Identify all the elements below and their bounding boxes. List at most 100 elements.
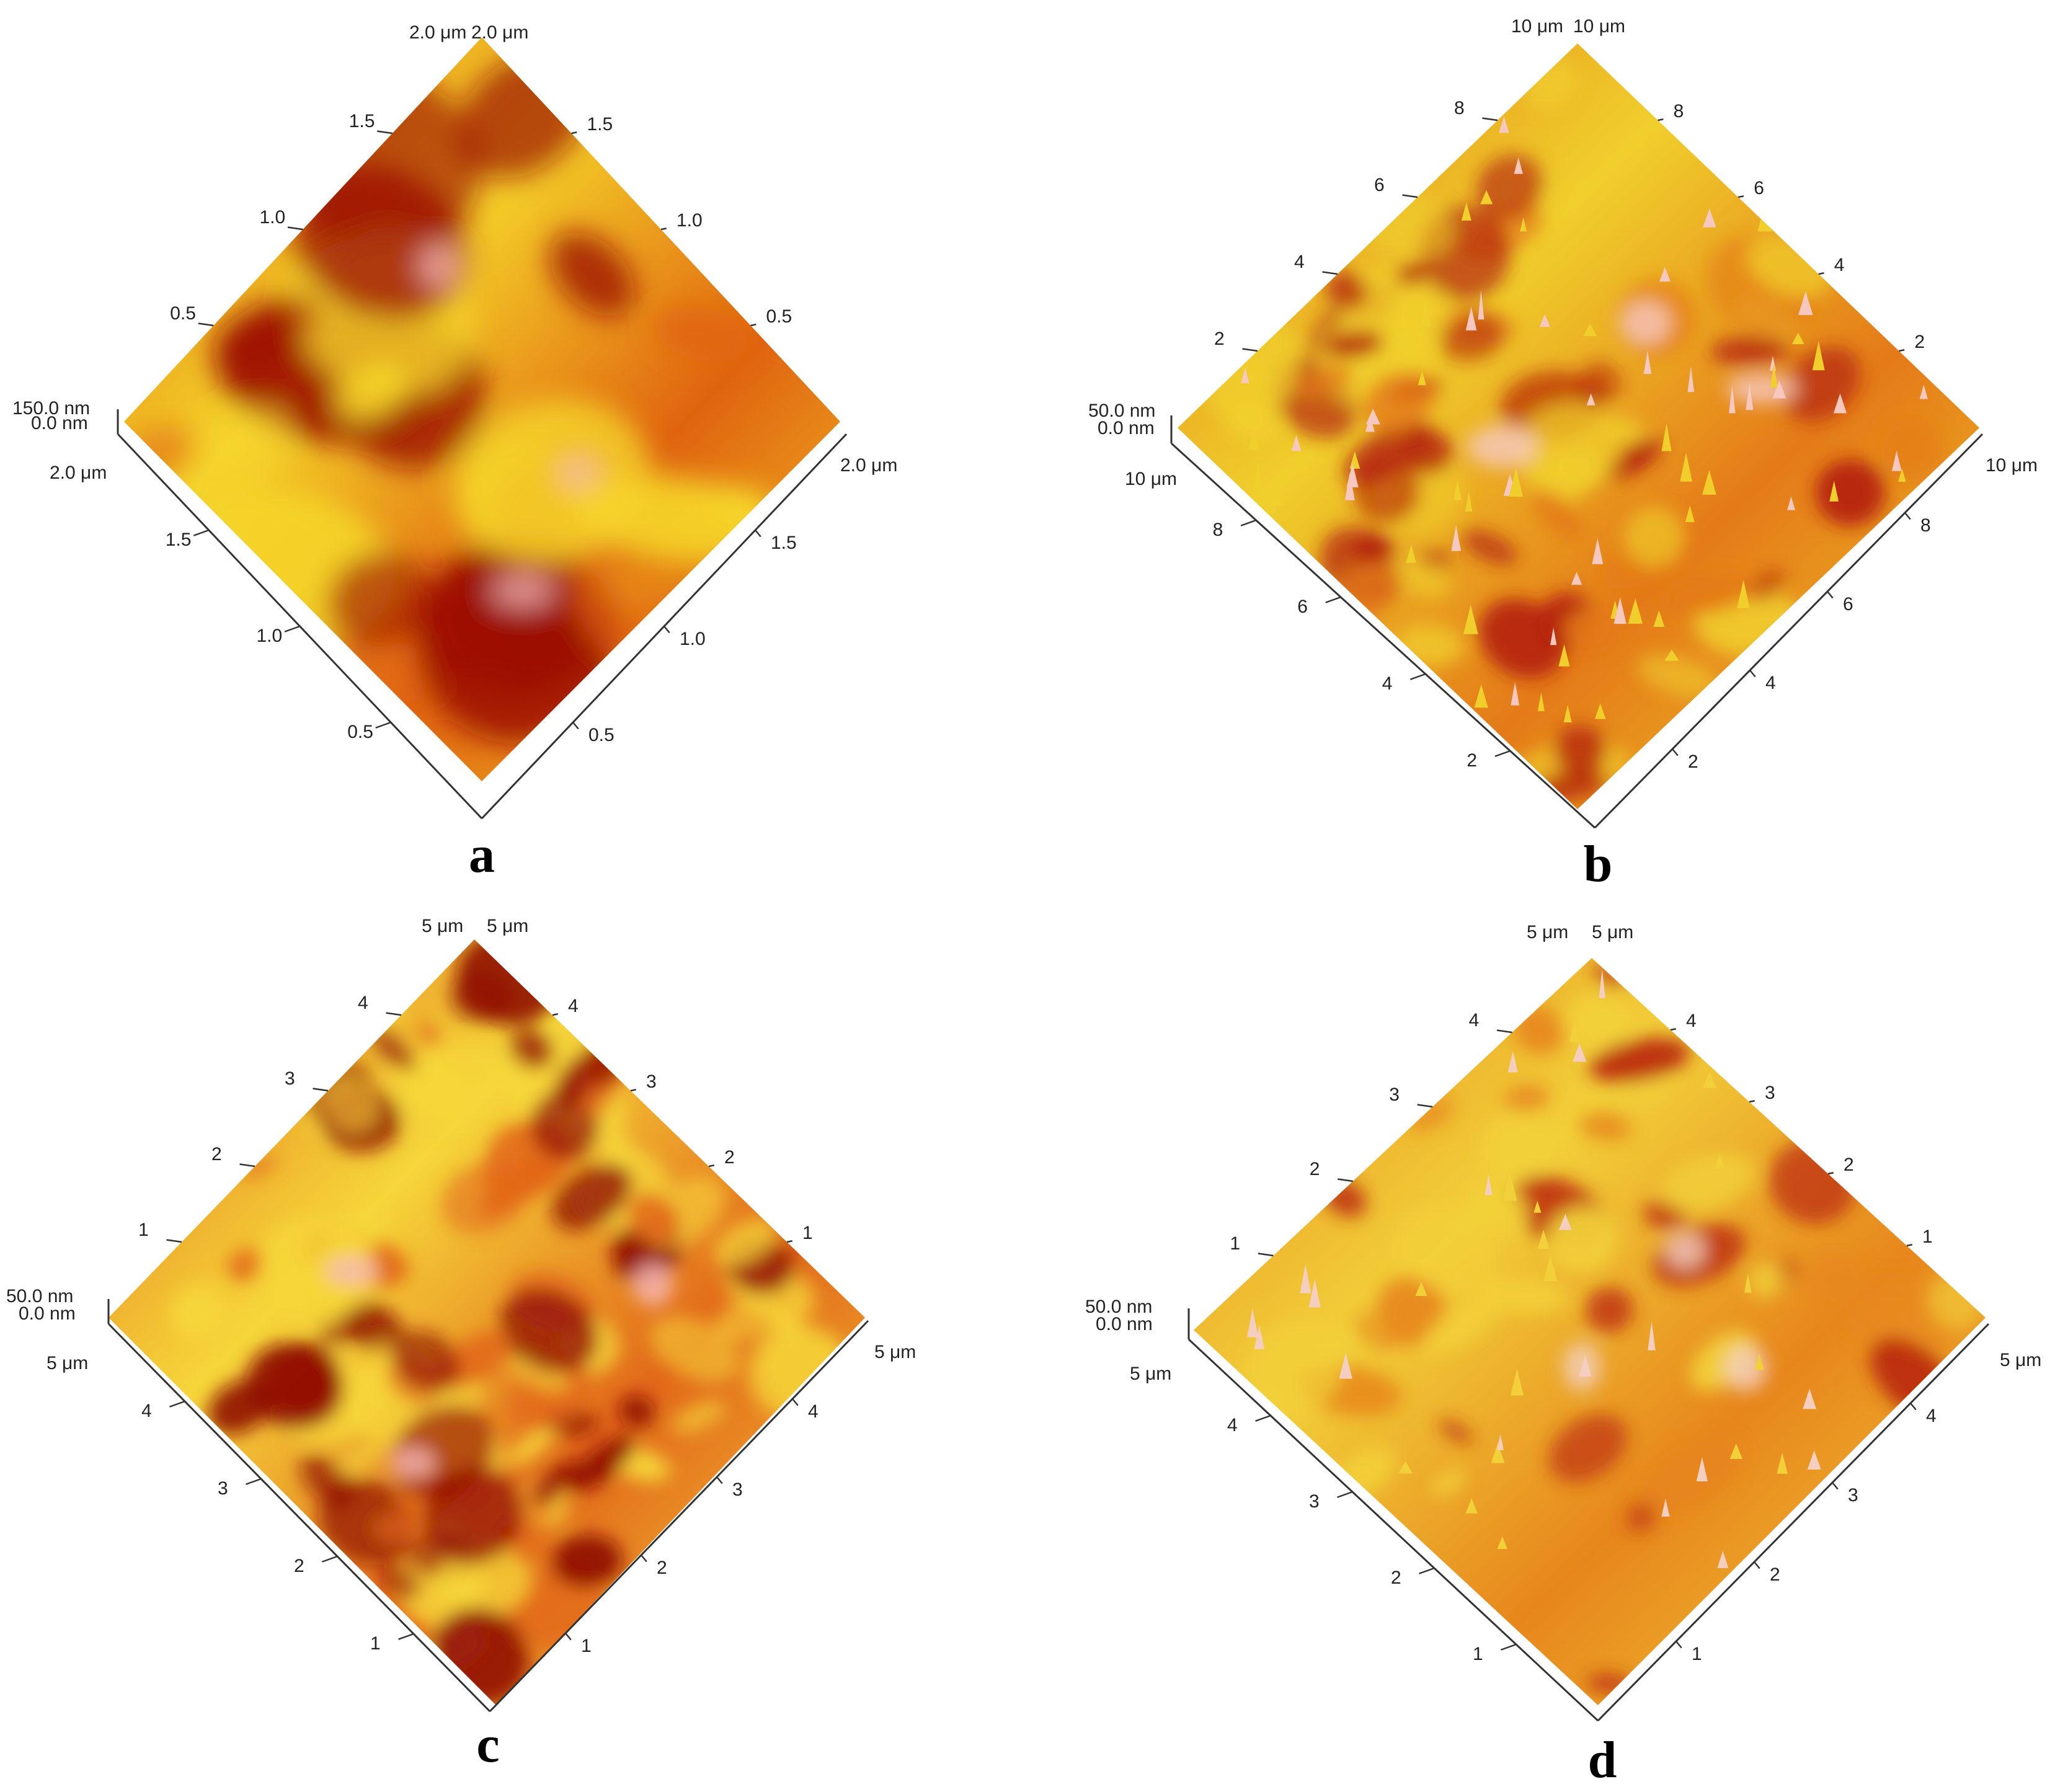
tick-mark — [1419, 1567, 1435, 1574]
right-front-unit: 2.0 μm — [840, 455, 897, 476]
surface-feature — [618, 1395, 655, 1428]
surface-feature — [211, 294, 319, 370]
surface-diamond — [109, 939, 865, 1705]
front-right-axis — [489, 1320, 869, 1713]
tick-label: 0.5 — [766, 306, 792, 327]
tick-mark — [1675, 1641, 1682, 1649]
surface-spike — [1509, 467, 1523, 497]
surface-peak — [419, 244, 459, 288]
surface-spike — [1791, 332, 1804, 344]
tick-mark — [313, 1088, 329, 1092]
tick-label: 1 — [138, 1220, 149, 1240]
surface-spike — [1537, 1230, 1550, 1249]
surface-feature — [1624, 507, 1685, 567]
tick-mark — [641, 1555, 647, 1563]
surface-spike — [1497, 1536, 1508, 1550]
panel-letter-d: d — [1587, 1731, 1617, 1789]
surface-diamond — [1194, 958, 1986, 1705]
tick-mark — [1737, 195, 1744, 198]
surface-spike — [1346, 463, 1359, 487]
surface-peak — [632, 1262, 674, 1306]
tick-label: 2 — [1914, 332, 1925, 352]
surface-feature — [1245, 1320, 1344, 1416]
tick-mark — [755, 530, 761, 538]
tick-mark — [571, 131, 577, 135]
tick-mark — [375, 721, 391, 729]
tick-mark — [239, 1163, 255, 1168]
tick-label: 2 — [1467, 750, 1477, 771]
tick-mark — [1240, 519, 1257, 526]
surface-spike — [1465, 306, 1477, 330]
surface-feature — [327, 552, 434, 648]
tick-label: 1.0 — [260, 207, 286, 228]
surface-feature — [232, 1302, 262, 1327]
surface-feature — [1646, 1438, 1741, 1512]
surface-spike — [1308, 1279, 1321, 1308]
afm-surface-d: 5 μm 5 μm 50.0 nm 0.0 nm 5 μm 5 μm 1 2 3 4 4… — [1085, 922, 2041, 1722]
surface-spike — [1478, 290, 1484, 320]
surface-spike — [1798, 291, 1813, 316]
surface-feature — [1387, 555, 1451, 598]
afm-panel-d: 5 μm 5 μm 50.0 nm 0.0 nm 5 μm 5 μm 1 2 3 4 4… — [1034, 896, 2068, 1792]
surface-spike — [1491, 1442, 1505, 1463]
surface-feature — [367, 1026, 418, 1072]
surface-spike — [1510, 1368, 1524, 1396]
surface-feature — [1564, 609, 1618, 651]
surface-spike — [1406, 544, 1416, 563]
surface-feature — [1515, 404, 1623, 494]
surface-feature — [177, 405, 292, 512]
surface-peak — [390, 1447, 436, 1478]
surface-spike — [1702, 1071, 1717, 1088]
tick-label: 6 — [1843, 594, 1853, 614]
z-top-label: 50.0 nm — [6, 1286, 73, 1306]
tick-label: 6 — [1374, 175, 1385, 195]
tick-mark — [1906, 1244, 1912, 1247]
surface-spike — [1533, 1200, 1542, 1213]
surface-spike — [1659, 267, 1671, 282]
tick-label: 2 — [657, 1558, 667, 1578]
surface-spike — [1807, 1450, 1821, 1470]
surface-spike — [1398, 1461, 1413, 1474]
surface-feature — [293, 166, 468, 321]
tick-mark — [1494, 750, 1511, 757]
z-top-label: 50.0 nm — [1085, 1297, 1152, 1317]
z-top-label: 50.0 nm — [1088, 401, 1155, 421]
tick-mark — [169, 1400, 185, 1408]
tick-labels: 2 4 6 8 8 6 4 2 8 6 4 2 2 4 6 8 — [1213, 98, 1931, 772]
surface-spike — [1365, 415, 1375, 432]
tick-label: 4 — [1686, 1011, 1697, 1031]
tick-label: 4 — [1834, 255, 1845, 275]
tick-label: 6 — [1754, 178, 1764, 198]
surface-spike — [1420, 301, 1431, 326]
surface-spike — [1465, 491, 1473, 512]
tick-mark — [1482, 117, 1498, 122]
surface-feature — [1325, 331, 1384, 358]
surface-spike — [1254, 1325, 1265, 1349]
surface-spike — [1833, 393, 1847, 414]
surface-peak — [1620, 300, 1672, 345]
left-front-unit: 2.0 μm — [50, 463, 107, 483]
surface-feature — [1801, 1250, 1865, 1308]
tick-label: 1.5 — [587, 114, 613, 135]
tick-label: 0.5 — [170, 303, 196, 324]
tick-mark — [287, 226, 303, 231]
surface-feature — [1815, 459, 1886, 526]
surface-feature — [509, 1429, 554, 1464]
surface-spike — [1737, 579, 1750, 608]
surface-spike — [1415, 1282, 1427, 1296]
surface-spike — [1550, 627, 1557, 645]
surface-feature — [672, 1401, 726, 1433]
tick-label: 4 — [1926, 1406, 1937, 1426]
tick-mark — [1496, 1029, 1512, 1034]
tick-label: 3 — [1848, 1485, 1858, 1506]
panel-letter-a: a — [469, 826, 495, 884]
tick-label: 1.0 — [680, 629, 706, 649]
tick-label: 6 — [1297, 597, 1308, 617]
tick-label: 1 — [1922, 1226, 1933, 1247]
surface-feature — [415, 537, 621, 744]
tick-mark — [1749, 1100, 1755, 1103]
surface-spike — [1717, 1550, 1729, 1568]
surface-feature — [1462, 530, 1517, 566]
afm-panel-a: 2.0 μm 2.0 μm 150.0 nm 0.0 nm 2.0 μm 2.0… — [0, 0, 1034, 896]
surface-spike — [1253, 461, 1263, 491]
